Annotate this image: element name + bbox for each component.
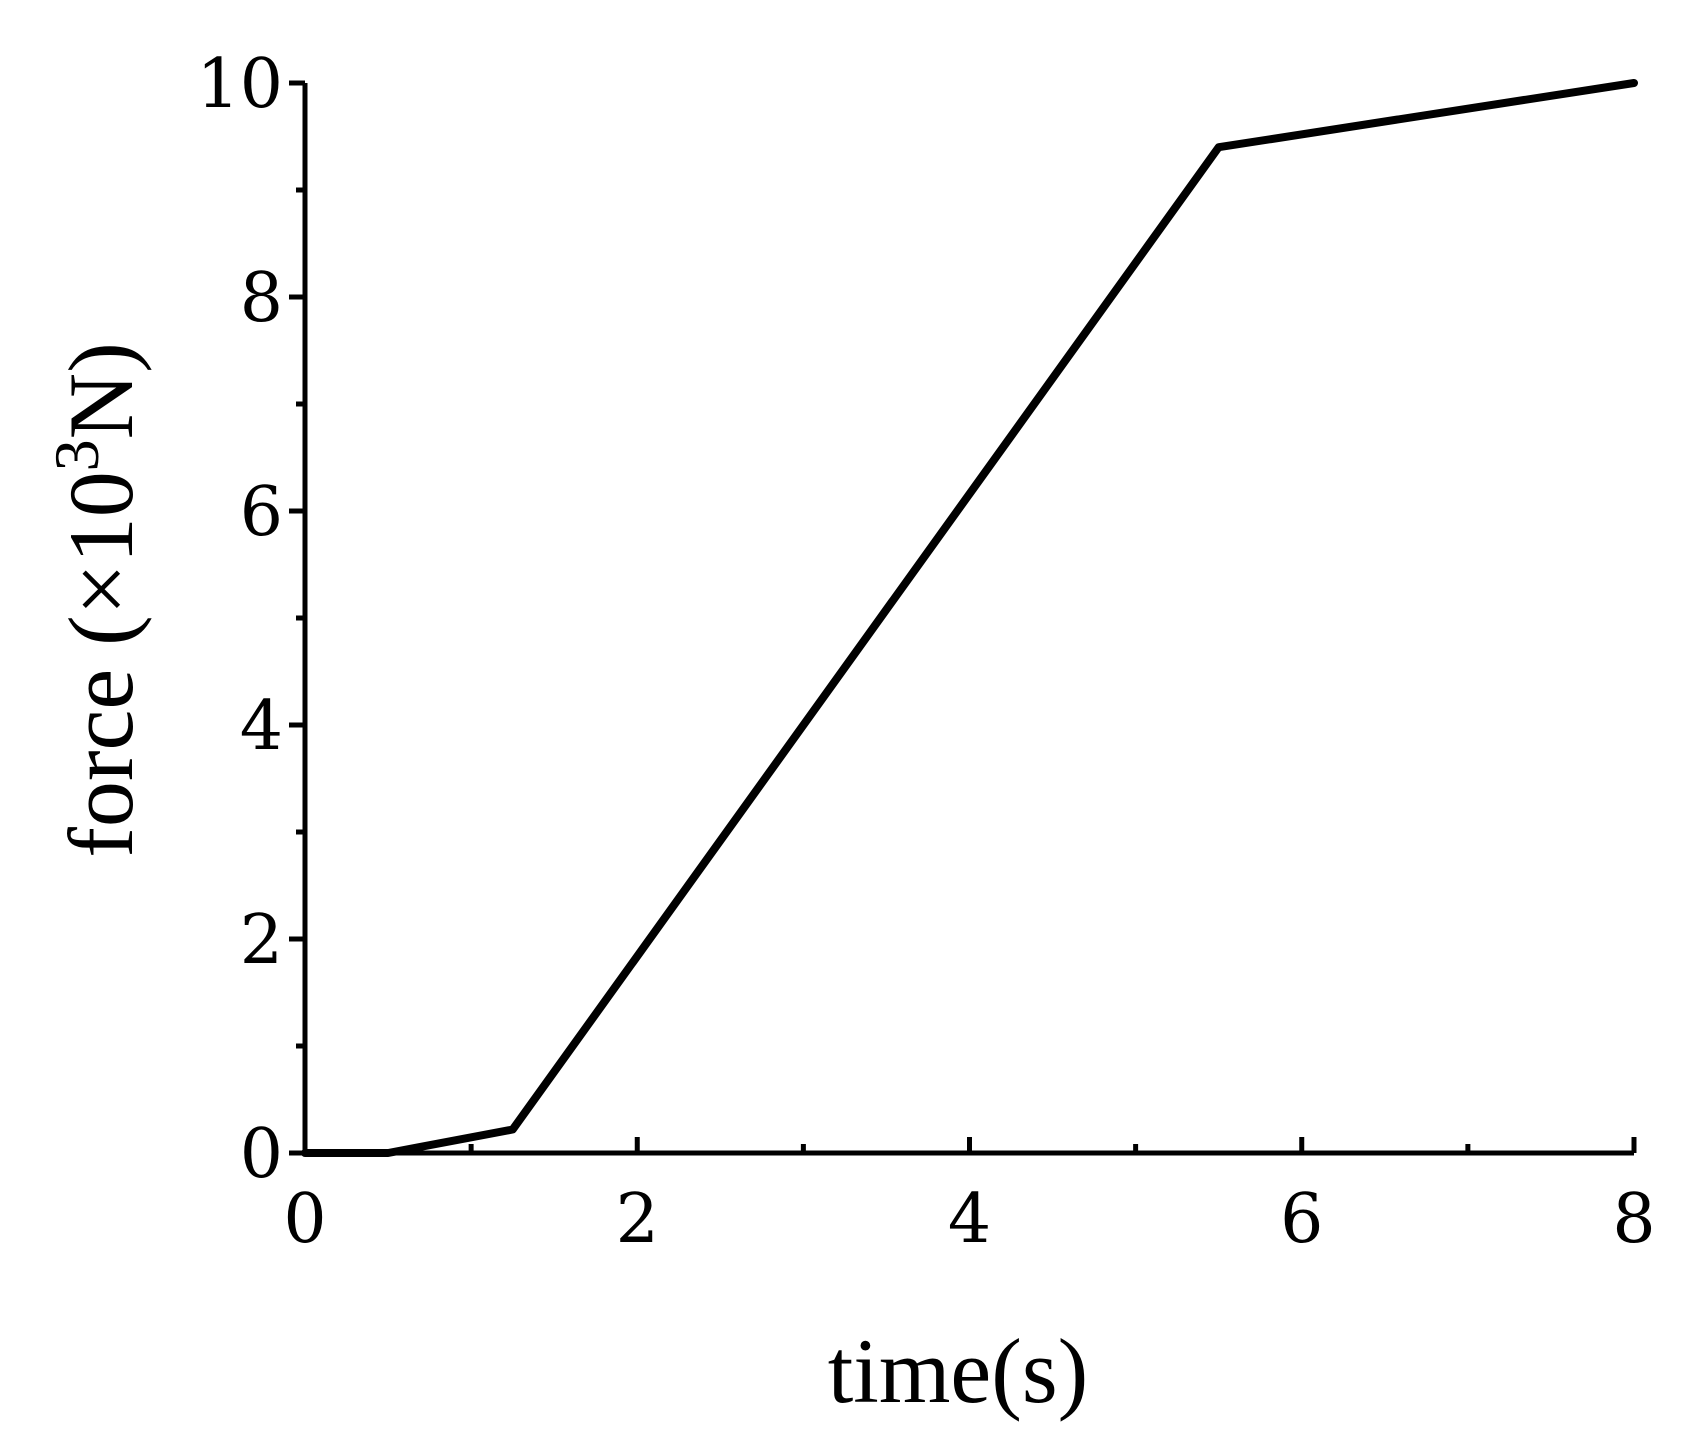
- y-tick-label: 10: [196, 45, 283, 124]
- y-tick-label: 4: [240, 687, 283, 766]
- x-tick-label: 8: [1612, 1180, 1655, 1259]
- x-tick-label: 6: [1280, 1180, 1323, 1259]
- y-tick-label: 2: [240, 901, 283, 980]
- series-layer: [301, 79, 1638, 1157]
- ticks: [289, 80, 1637, 1156]
- tick-labels: 0 2 4 6 8 0 2 4 6 8 10: [196, 45, 1655, 1259]
- x-tick-label: 0: [283, 1180, 326, 1259]
- y-axis-label-suffix: N): [50, 342, 152, 439]
- y-axis-label-prefix: force (×10: [50, 471, 152, 857]
- y-tick-label: 8: [240, 259, 283, 338]
- y-tick-label: 6: [240, 473, 283, 552]
- x-axis-label: time(s): [828, 1320, 1089, 1422]
- x-tick-label: 4: [948, 1180, 991, 1259]
- series-line-0: [301, 79, 1638, 1157]
- y-axis-label-superscript: 3: [41, 439, 112, 471]
- y-tick-label: 0: [240, 1115, 283, 1194]
- x-tick-label: 2: [616, 1180, 659, 1259]
- y-axis-label: force (×103N): [41, 342, 152, 858]
- axes: [302, 83, 1634, 1156]
